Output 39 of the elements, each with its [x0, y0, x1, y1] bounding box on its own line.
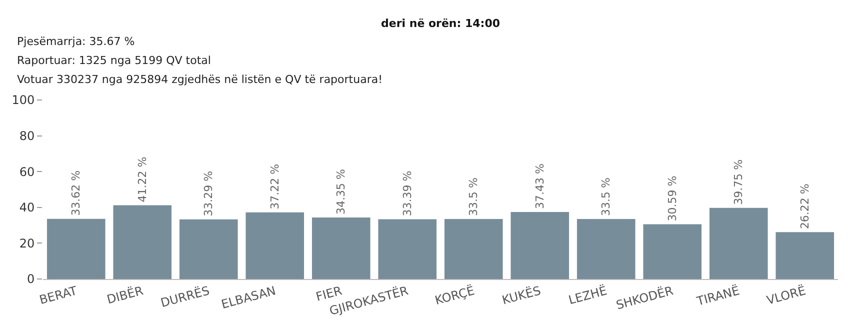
- x-tick-label: DIBËR: [105, 284, 145, 307]
- bar: [709, 208, 768, 279]
- data-label: 39.75 %: [732, 159, 746, 205]
- bar: [378, 219, 437, 279]
- data-label: 33.39 %: [400, 170, 414, 216]
- bar: [46, 218, 106, 279]
- y-tick-label: 0: [26, 272, 35, 286]
- bar: [246, 212, 304, 279]
- bar: [312, 218, 370, 279]
- data-label: 33.5 %: [467, 178, 480, 216]
- data-label: 33.62 %: [70, 170, 83, 216]
- y-tick-label: 40: [19, 200, 35, 215]
- y-tick-label: 100: [12, 93, 35, 108]
- data-label: 26.22 %: [798, 184, 812, 230]
- y-tick-label: 80: [19, 129, 35, 143]
- x-tick-label: KUKËS: [500, 284, 542, 308]
- text: Votuar 330237 nga 925894 zgjedhës në listën e QV të raportuara!: [17, 73, 382, 86]
- x-tick-label: LEZHË: [567, 284, 608, 308]
- bar: [179, 219, 238, 279]
- text: Pjesëmarrja: 35.67 %: [17, 35, 135, 48]
- bar: [576, 219, 636, 279]
- data-label: 37.43 %: [533, 164, 546, 209]
- data-label: 37.22 %: [268, 164, 282, 210]
- chart-subtitle: deri në orën: 14:00: [381, 17, 500, 30]
- y-tick-label: 60: [19, 164, 35, 179]
- data-label: 33.5 %: [600, 178, 613, 216]
- bar: [776, 232, 834, 279]
- bar: [643, 224, 702, 279]
- data-label: 30.59 %: [666, 176, 679, 222]
- y-tick-label: 20: [19, 236, 35, 250]
- data-label: 34.35 %: [334, 169, 348, 215]
- text: Raportuar: 1325 nga 5199 QV total: [17, 54, 211, 67]
- x-tick-label: BERAT: [38, 283, 80, 307]
- bar: [510, 212, 570, 279]
- x-tick-label: VLORË: [765, 284, 808, 308]
- bar: [113, 205, 172, 279]
- data-label: 33.29 %: [202, 170, 216, 216]
- bar: [444, 219, 503, 279]
- data-label: 41.22 %: [136, 156, 149, 202]
